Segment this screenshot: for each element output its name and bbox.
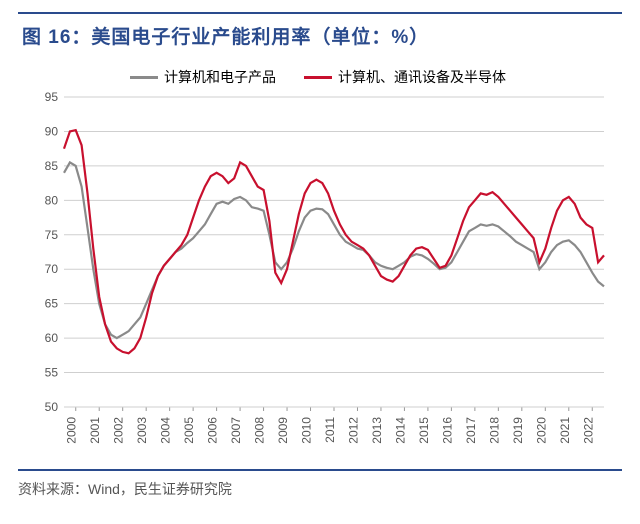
svg-text:65: 65	[45, 297, 59, 311]
legend-item-1: 计算机、通讯设备及半导体	[304, 67, 506, 87]
svg-text:2015: 2015	[417, 417, 431, 444]
svg-text:2009: 2009	[276, 417, 290, 444]
source-text: 资料来源：Wind，民生证券研究院	[18, 479, 622, 499]
svg-text:85: 85	[45, 159, 59, 173]
figure-container: 图 16：美国电子行业产能利用率（单位：%） 计算机和电子产品 计算机、通讯设备…	[0, 0, 640, 524]
legend-label-0: 计算机和电子产品	[164, 67, 276, 87]
svg-text:95: 95	[45, 90, 59, 104]
series-0	[64, 162, 604, 338]
legend-swatch-1	[304, 76, 332, 79]
svg-text:2011: 2011	[323, 417, 337, 443]
svg-text:2003: 2003	[135, 417, 149, 444]
line-chart-svg: 50 55 60 65 70 75 80 85 90 95 2000 2001 2002 2003 2004…	[18, 63, 618, 463]
svg-text:2018: 2018	[487, 417, 501, 444]
svg-text:90: 90	[45, 124, 59, 138]
svg-text:2019: 2019	[511, 417, 525, 444]
svg-text:2013: 2013	[370, 417, 384, 444]
svg-text:2005: 2005	[182, 417, 196, 444]
svg-text:2006: 2006	[206, 417, 220, 444]
svg-text:2008: 2008	[253, 417, 267, 444]
legend: 计算机和电子产品 计算机、通讯设备及半导体	[18, 67, 618, 87]
svg-text:2001: 2001	[88, 417, 102, 444]
svg-text:2007: 2007	[229, 417, 243, 444]
figure-title: 图 16：美国电子行业产能利用率（单位：%）	[22, 22, 622, 49]
legend-item-0: 计算机和电子产品	[130, 67, 276, 87]
svg-text:2010: 2010	[300, 417, 314, 444]
series-1	[64, 130, 604, 353]
source-bar: 资料来源：Wind，民生证券研究院	[18, 469, 622, 499]
legend-swatch-0	[130, 76, 158, 79]
svg-text:2021: 2021	[558, 417, 572, 444]
svg-text:60: 60	[45, 331, 59, 345]
svg-text:70: 70	[45, 262, 59, 276]
svg-text:75: 75	[45, 228, 59, 242]
svg-text:80: 80	[45, 193, 59, 207]
legend-label-1: 计算机、通讯设备及半导体	[338, 67, 506, 87]
svg-text:50: 50	[45, 400, 59, 414]
svg-text:2016: 2016	[440, 417, 454, 444]
svg-text:2020: 2020	[534, 417, 548, 444]
svg-text:2017: 2017	[464, 417, 478, 444]
svg-text:2022: 2022	[581, 417, 595, 444]
svg-text:2000: 2000	[65, 417, 79, 444]
title-bar: 图 16：美国电子行业产能利用率（单位：%）	[18, 12, 622, 59]
svg-text:2004: 2004	[159, 417, 173, 444]
chart-area: 计算机和电子产品 计算机、通讯设备及半导体 50 55 60 65 70 75 80 85 90…	[18, 63, 618, 463]
svg-text:2002: 2002	[112, 417, 126, 444]
svg-text:55: 55	[45, 366, 59, 380]
svg-text:2014: 2014	[393, 417, 407, 444]
svg-text:2012: 2012	[346, 417, 360, 444]
